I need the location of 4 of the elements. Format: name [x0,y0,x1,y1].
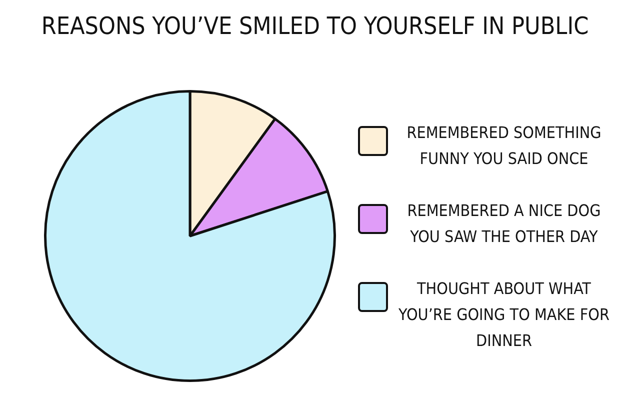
chart-title: REASONS YOU’VE SMILED TO YOURSELF IN PUBLIC [40,11,590,42]
legend-label: REMEMBERED SOMETHING FUNNY YOU SAID ONCE [406,122,602,170]
legend-label: THOUGHT ABOUT WHAT YOU’RE GOING TO MAKE FOR DINNER [398,278,610,352]
legend-label: REMEMBERED A NICE DOG YOU SAW THE OTHER DAY [406,200,602,248]
